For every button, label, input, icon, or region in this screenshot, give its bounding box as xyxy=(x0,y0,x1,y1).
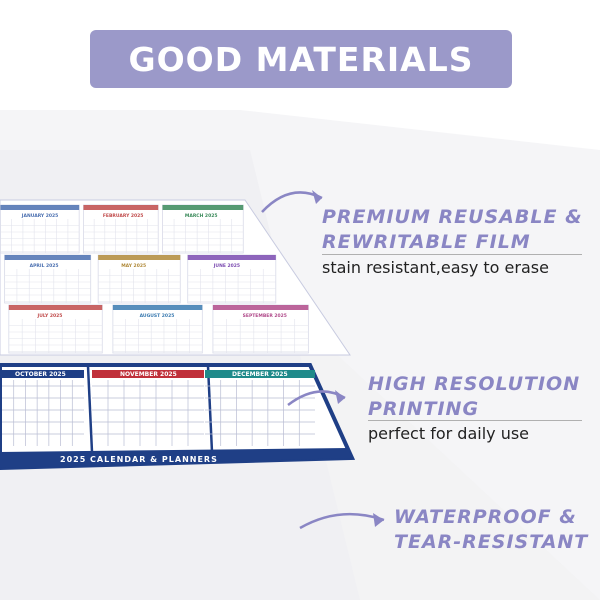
divider xyxy=(322,254,582,255)
month-header-bar xyxy=(4,255,91,260)
month-header-bar xyxy=(112,305,203,310)
feature-printing-subtitle: perfect for daily use xyxy=(368,424,530,443)
feature-reusable-title: PREMIUM REUSABLE & REWRITABLE FILM xyxy=(322,205,583,255)
month-name: APRIL 2025 xyxy=(30,263,59,269)
feature-title-line: HIGH RESOLUTION xyxy=(368,373,581,395)
month-name: SEPTEMBER 2025 xyxy=(243,313,287,319)
arrow-head-icon xyxy=(335,390,345,404)
month-header-bar xyxy=(98,255,181,260)
month-header-bar xyxy=(92,370,204,378)
feature-title-line: PRINTING xyxy=(368,398,480,420)
month-header-bar xyxy=(212,305,309,310)
feature-title-line: REWRITABLE FILM xyxy=(322,231,531,253)
divider xyxy=(368,420,582,421)
month-name: FEBRUARY 2025 xyxy=(103,213,144,219)
month-name: JULY 2025 xyxy=(37,313,63,319)
month-name: MAY 2025 xyxy=(121,263,146,269)
month-name: JUNE 2025 xyxy=(213,263,240,269)
month-name: MARCH 2025 xyxy=(185,213,218,219)
banner-title: GOOD MATERIALS xyxy=(128,39,474,79)
month-header-bar xyxy=(205,370,315,378)
month-name: DECEMBER 2025 xyxy=(232,371,288,378)
arrow-head-icon xyxy=(373,513,384,527)
feature-title-line: PREMIUM REUSABLE & xyxy=(322,206,583,228)
feature-reusable-subtitle: stain resistant,easy to erase xyxy=(322,258,549,277)
calendar-footer-text: 2025 CALENDAR & PLANNERS xyxy=(60,455,218,464)
feature-title-line: WATERPROOF & xyxy=(394,506,577,528)
feature-waterproof-title: WATERPROOF & TEAR-RESISTANT xyxy=(394,505,588,555)
month-header-bar xyxy=(162,205,244,210)
month-header-bar xyxy=(8,305,103,310)
month-name: OCTOBER 2025 xyxy=(15,371,66,378)
month-name: JANUARY 2025 xyxy=(21,213,59,219)
calendar-footer-band xyxy=(0,448,352,468)
month-header-bar xyxy=(2,370,84,378)
feature-title-line: TEAR-RESISTANT xyxy=(394,531,589,553)
month-name: NOVEMBER 2025 xyxy=(120,371,177,378)
month-divider xyxy=(206,365,214,453)
title-banner: GOOD MATERIALS xyxy=(90,30,512,88)
wall-calendar: 2025 CALENDAR & PLANNERS JANUARY 2025 FEBR… xyxy=(0,199,356,471)
month-divider xyxy=(86,365,94,453)
feature-printing-title: HIGH RESOLUTION PRINTING xyxy=(368,372,580,422)
month-header-bar xyxy=(187,255,276,260)
month-header-bar xyxy=(83,205,159,210)
month-header-bar xyxy=(0,205,80,210)
arrow-head-icon xyxy=(312,190,322,204)
month-name: AUGUST 2025 xyxy=(140,313,175,319)
